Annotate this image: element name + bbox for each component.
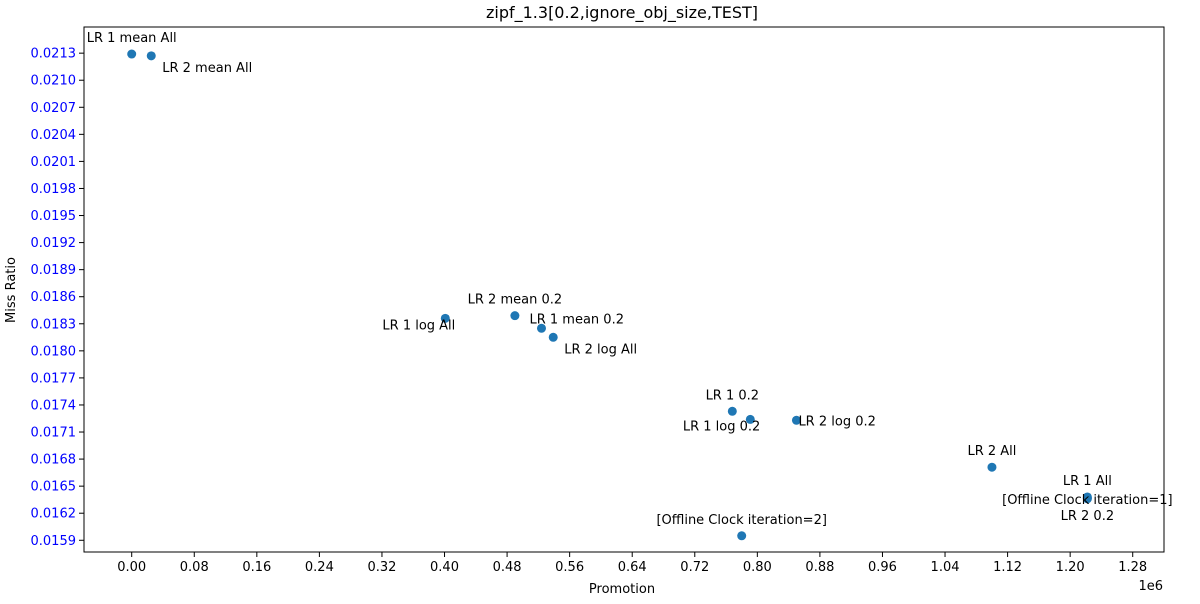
x-axis: 0.00 0.08 0.16 0.24 0.32 0.40 0.48 0.56 0.64 0.72…	[117, 552, 1147, 575]
x-axis-label: Promotion	[589, 582, 655, 597]
data-point-label: LR 2 log 0.2	[798, 414, 875, 429]
data-point-label: LR 2 0.2	[1061, 509, 1115, 524]
x-tick-label: 1.04	[931, 560, 960, 575]
data-point	[791, 415, 801, 425]
data-point	[510, 311, 520, 321]
data-point-label: LR 2 mean All	[162, 61, 252, 76]
data-point-label: [Offline Clock iteration=2]	[656, 513, 826, 528]
x-tick-label: 0.00	[117, 560, 146, 575]
data-point-label: [Offline Clock iteration=1]	[1002, 493, 1172, 508]
y-tick-label: 0.0165	[31, 480, 77, 495]
data-point	[536, 323, 546, 333]
y-tick-label: 0.0168	[31, 453, 77, 468]
y-tick-label: 0.0180	[31, 344, 77, 359]
data-point-label: LR 2 log All	[564, 342, 637, 357]
y-tick-label: 0.0177	[31, 371, 77, 386]
data-point	[146, 51, 156, 61]
y-tick-label: 0.0174	[31, 398, 77, 413]
data-point-label: LR 1 mean All	[87, 31, 177, 46]
data-point	[127, 49, 137, 59]
x-tick-label: 0.72	[680, 560, 709, 575]
point-labels: LR 1 mean All LR 2 mean All LR 1 log All LR…	[87, 31, 1173, 528]
data-point-label: LR 1 0.2	[706, 388, 760, 403]
y-axis-label: Miss Ratio	[4, 257, 19, 323]
x-tick-label: 1.28	[1118, 560, 1147, 575]
y-tick-label: 0.0210	[31, 74, 77, 89]
x-tick-label: 0.24	[305, 560, 334, 575]
y-tick-label: 0.0213	[31, 47, 77, 62]
data-point-label: LR 1 log 0.2	[683, 419, 760, 434]
plot-area-frame	[83, 26, 1165, 553]
y-tick-label: 0.0189	[31, 263, 77, 278]
x-tick-label: 0.40	[430, 560, 459, 575]
x-tick-label: 0.64	[618, 560, 647, 575]
y-tick-label: 0.0183	[31, 317, 77, 332]
y-tick-label: 0.0162	[31, 507, 77, 522]
x-tick-label: 0.88	[805, 560, 834, 575]
chart-title: zipf_1.3[0.2,ignore_obj_size,TEST]	[486, 3, 758, 23]
x-tick-label: 0.96	[868, 560, 897, 575]
data-point-label: LR 2 mean 0.2	[468, 293, 563, 308]
y-tick-label: 0.0201	[31, 155, 77, 170]
x-tick-label: 0.48	[493, 560, 522, 575]
data-point-label: LR 1 mean 0.2	[529, 312, 624, 327]
x-tick-label: 0.80	[743, 560, 772, 575]
x-tick-label: 0.32	[367, 560, 396, 575]
y-tick-label: 0.0192	[31, 236, 77, 251]
y-axis: 0.0159 0.0162 0.0165 0.0168 0.0171 0.0174 0.01…	[31, 47, 84, 549]
y-tick-label: 0.0204	[31, 128, 77, 143]
x-tick-label: 0.56	[555, 560, 584, 575]
x-tick-label: 1.20	[1056, 560, 1085, 575]
data-point	[1082, 493, 1092, 503]
x-tick-label: 0.16	[242, 560, 271, 575]
y-tick-label: 0.0171	[31, 426, 77, 441]
data-point-label: LR 2 All	[967, 444, 1016, 459]
y-tick-label: 0.0195	[31, 209, 77, 224]
y-tick-label: 0.0198	[31, 182, 77, 197]
data-point-label: LR 1 log All	[382, 318, 455, 333]
data-point	[737, 531, 747, 541]
data-point-label: LR 1 All	[1063, 474, 1112, 489]
data-point	[440, 313, 450, 323]
x-axis-offset-label: 1e6	[1138, 579, 1163, 594]
data-point	[548, 332, 558, 342]
data-point	[727, 406, 737, 416]
x-tick-label: 0.08	[180, 560, 209, 575]
data-point	[745, 414, 755, 424]
data-point	[987, 462, 997, 472]
y-tick-label: 0.0159	[31, 534, 77, 549]
x-tick-label: 1.12	[993, 560, 1022, 575]
y-tick-label: 0.0186	[31, 290, 77, 305]
y-tick-label: 0.0207	[31, 101, 77, 116]
data-points	[127, 49, 1092, 541]
